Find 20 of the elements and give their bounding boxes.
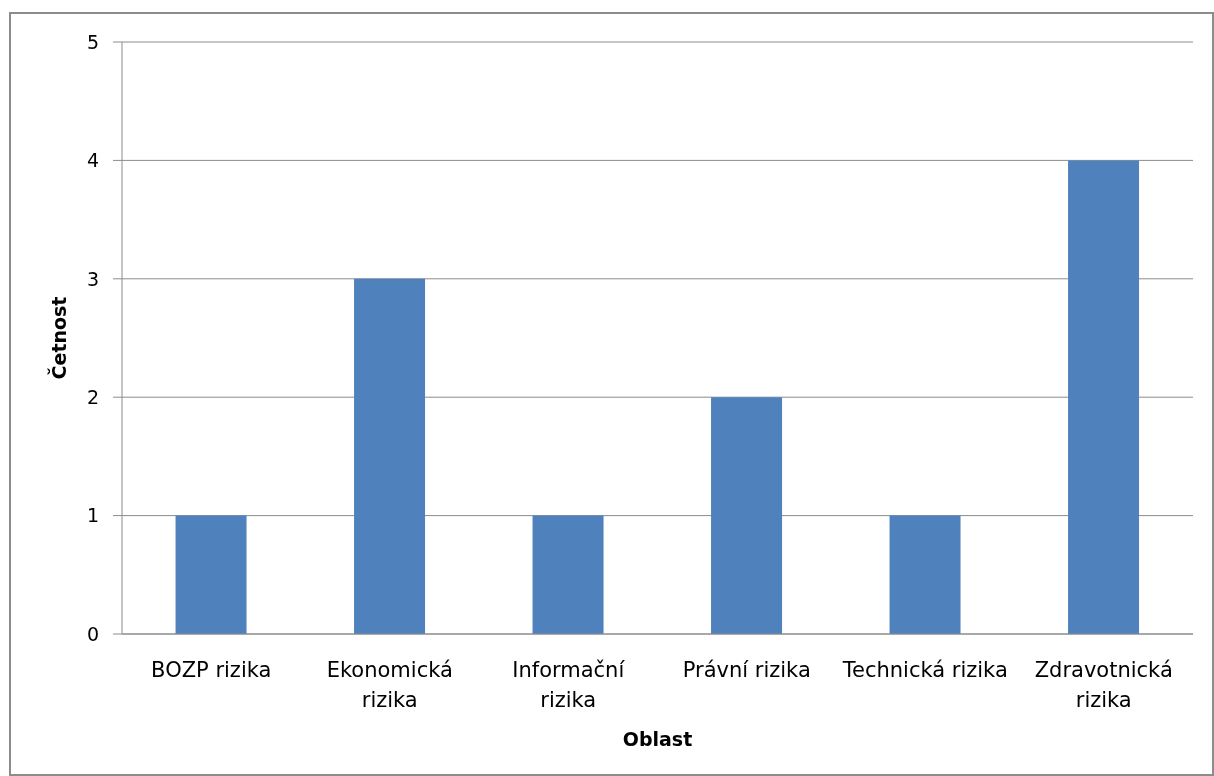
x-tick-label: Zdravotnická rizika (1034, 658, 1173, 712)
bar (889, 515, 961, 634)
y-tick-label: 4 (86, 149, 99, 172)
bar (354, 278, 426, 634)
x-tick-label: Technická rizika (841, 658, 1008, 682)
bar (532, 515, 604, 634)
bar (175, 515, 247, 634)
y-tick-label: 3 (86, 267, 99, 290)
x-tick-label: Právní rizika (682, 658, 811, 682)
y-axis-title: Četnost (46, 296, 70, 380)
y-tick-label: 0 (86, 622, 99, 645)
bar (1068, 160, 1140, 634)
x-tick-label: Informační rizika (512, 658, 626, 712)
y-tick-label: 1 (86, 504, 99, 527)
y-tick-label: 2 (86, 385, 99, 408)
x-tick-label: Ekonomická rizika (326, 658, 453, 712)
x-tick-label: BOZP rizika (151, 658, 272, 682)
y-tick-label: 5 (86, 30, 99, 53)
x-axis-title: Oblast (622, 727, 693, 750)
bar (711, 397, 783, 634)
